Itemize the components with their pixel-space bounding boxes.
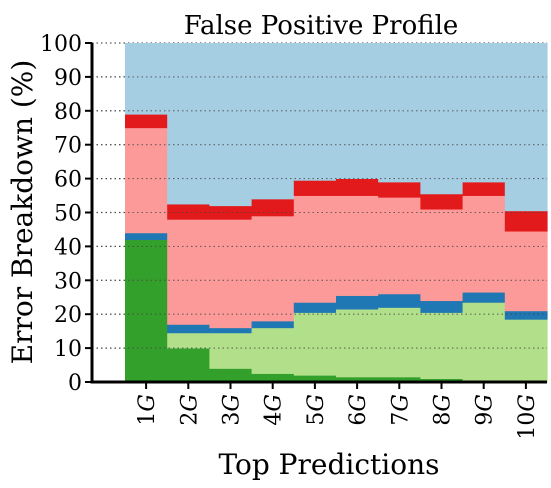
bar-segment-1g-4: [125, 114, 168, 129]
bar-segment-2g-4: [167, 204, 210, 220]
bar-segment-6g-4: [336, 178, 379, 196]
bar-segment-2g-5: [167, 43, 210, 205]
y-tick-label: 70: [54, 134, 82, 159]
bar-segment-3g-0: [209, 368, 253, 383]
x-tick-label-2g: 2G: [177, 394, 202, 426]
bar-segment-2g-2: [167, 324, 210, 334]
bar-segment-5g-1: [293, 312, 337, 376]
y-tick-labels: 0 10 20 30 40 50 60 70 80 90 100: [40, 32, 92, 396]
bar-segment-3g-3: [209, 219, 253, 329]
grid-lines-overlay: [92, 76, 547, 349]
bar-segment-7g-0: [378, 376, 421, 383]
x-tick-label-9g: 9G: [473, 394, 498, 426]
bar-segment-10g-5: [504, 43, 548, 212]
bar-segment-4g-0: [251, 373, 295, 383]
bar-segment-8g-5: [420, 43, 464, 195]
chart-title: False Positive Profile: [184, 11, 459, 41]
x-tick-label-1g: 1G: [135, 394, 160, 426]
bar-segment-6g-2: [336, 295, 379, 310]
bar-segment-10g-1: [504, 319, 548, 383]
bar-segment-5g-0: [293, 375, 337, 383]
x-tick-label-5g: 5G: [304, 394, 329, 426]
x-tick-label-8g: 8G: [431, 394, 456, 426]
bar-segment-8g-3: [420, 209, 464, 302]
bar-segment-10g-2: [504, 310, 548, 320]
x-tick-label-6g: 6G: [346, 394, 371, 426]
bar-segment-7g-3: [378, 197, 421, 295]
bar-segment-7g-2: [378, 293, 421, 308]
bar-segment-9g-3: [462, 195, 506, 293]
bar-segment-1g-2: [125, 232, 168, 241]
bar-segment-2g-1: [167, 332, 210, 349]
y-tick-label: 40: [54, 235, 82, 260]
y-tick-label: 80: [54, 100, 82, 125]
bar-segment-4g-1: [251, 327, 295, 374]
bar-segment-6g-1: [336, 309, 379, 378]
bar-segment-1g-0: [125, 239, 168, 383]
bar-segment-9g-5: [462, 43, 506, 183]
y-tick-label: 0: [68, 371, 82, 396]
bar-segment-10g-3: [504, 231, 548, 312]
bar-segment-4g-3: [251, 215, 295, 322]
bar-segment-2g-0: [167, 348, 210, 383]
x-tick-label-3g: 3G: [220, 394, 245, 426]
y-tick-label: 30: [54, 269, 82, 294]
x-tick-label-7g: 7G: [388, 394, 413, 426]
bar-segment-5g-3: [293, 195, 337, 303]
x-axis-title: Top Predictions: [218, 448, 439, 481]
bars: [92, 43, 548, 383]
bar-segment-7g-4: [378, 181, 421, 198]
bar-segment-10g-4: [504, 210, 548, 232]
y-tick-label: 50: [54, 202, 82, 227]
y-axis-title: Error Breakdown (%): [6, 60, 39, 365]
x-tick-label-4g: 4G: [262, 394, 287, 426]
bar-segment-9g-2: [462, 292, 506, 303]
bar-segment-8g-2: [420, 300, 464, 313]
y-tick-label: 60: [54, 168, 82, 193]
bar-segment-5g-5: [293, 43, 337, 181]
bar-segment-9g-4: [462, 181, 506, 196]
bar-segment-2g-3: [167, 219, 210, 325]
y-tick-label: 20: [54, 303, 82, 328]
bar-segment-3g-4: [209, 205, 253, 220]
bar-segment-6g-3: [336, 195, 379, 296]
bar-segment-4g-4: [251, 198, 295, 217]
bar-segment-3g-1: [209, 332, 253, 369]
bar-segment-8g-1: [420, 312, 464, 380]
bar-segment-8g-4: [420, 193, 464, 210]
y-tick-label: 90: [54, 66, 82, 91]
bar-segment-7g-5: [378, 43, 421, 183]
bar-segment-1g-5: [125, 43, 168, 115]
x-tick-label-10g: 10G: [515, 394, 540, 440]
bar-segment-6g-0: [336, 376, 379, 383]
bar-segment-5g-2: [293, 302, 337, 313]
bar-segment-3g-5: [209, 43, 253, 207]
bar-segment-4g-2: [251, 320, 295, 329]
bar-segment-7g-1: [378, 307, 421, 378]
bar-segment-1g-3: [125, 127, 168, 234]
x-tick-labels: 1G 2G 3G 4G 5G 6G 7G 8G 9G 10G: [135, 382, 540, 440]
bar-segment-9g-1: [462, 302, 506, 381]
bar-segment-4g-5: [251, 43, 295, 200]
bar-segment-5g-4: [293, 180, 337, 196]
bar-segment-3g-2: [209, 327, 253, 334]
y-tick-label: 10: [54, 337, 82, 362]
y-tick-label: 100: [40, 32, 82, 57]
